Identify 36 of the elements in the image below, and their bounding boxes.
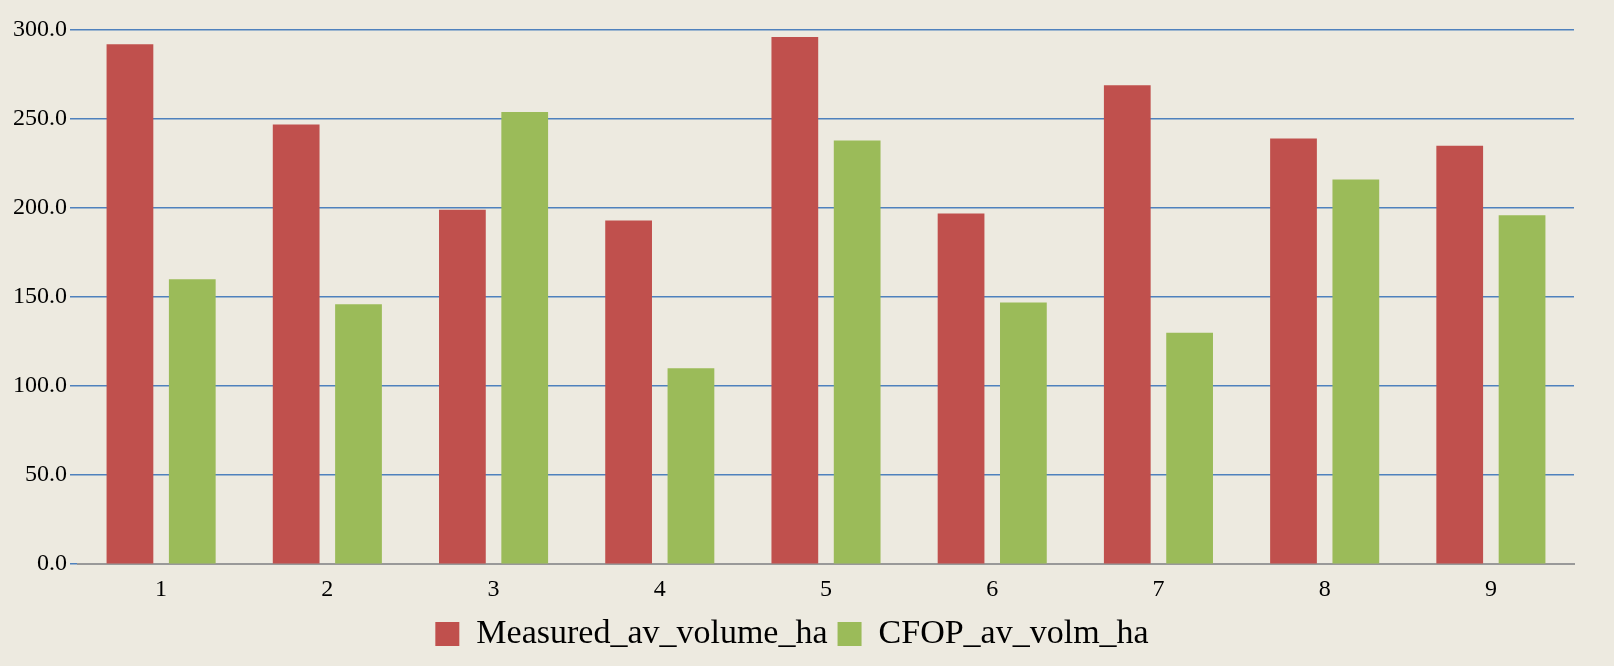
bar	[168, 279, 216, 564]
bar	[1166, 332, 1213, 564]
bar	[439, 209, 486, 564]
y-tick-label: 100.0	[13, 371, 67, 398]
bar	[501, 111, 549, 564]
bar	[1436, 145, 1484, 564]
legend-label: Measured_av_volume_ha	[476, 612, 828, 650]
y-tick-label: 0.0	[37, 549, 67, 576]
x-tick-label: 7	[1152, 574, 1165, 601]
x-tick-label: 6	[986, 574, 999, 601]
bar	[1103, 85, 1151, 564]
y-tick-label: 250.0	[13, 104, 67, 131]
x-tick-label: 2	[321, 574, 334, 601]
x-tick-label: 1	[155, 574, 168, 601]
bar	[1270, 138, 1317, 564]
x-tick-label: 3	[487, 574, 500, 601]
x-tick-label: 8	[1318, 574, 1331, 601]
legend-label: CFOP_av_volm_ha	[878, 612, 1149, 650]
bar	[335, 304, 382, 564]
bar	[1332, 179, 1380, 564]
bar	[605, 220, 652, 564]
x-tick-label: 9	[1484, 574, 1497, 601]
bar	[272, 124, 320, 564]
y-tick-label: 150.0	[13, 282, 67, 309]
bar	[1498, 215, 1546, 564]
bar	[667, 368, 715, 564]
bar	[937, 213, 985, 564]
bar	[106, 44, 154, 564]
bar	[771, 37, 819, 564]
bar	[833, 140, 881, 564]
x-tick-label: 4	[653, 574, 666, 601]
y-tick-label: 300.0	[13, 15, 67, 42]
bar	[1000, 302, 1047, 564]
x-tick-label: 5	[820, 574, 832, 601]
y-tick-label: 200.0	[13, 193, 67, 220]
y-tick-label: 50.0	[25, 460, 67, 487]
